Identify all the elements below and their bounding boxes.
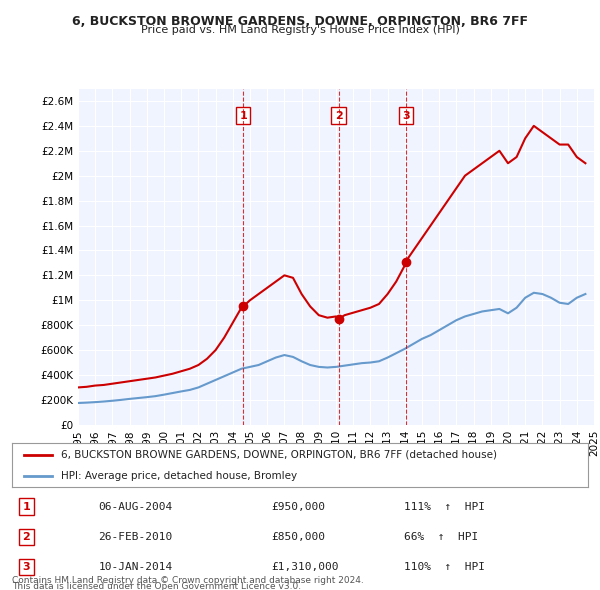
Text: £950,000: £950,000 [271,502,325,512]
Text: 3: 3 [402,111,409,121]
Text: This data is licensed under the Open Government Licence v3.0.: This data is licensed under the Open Gov… [12,582,301,590]
Text: Price paid vs. HM Land Registry's House Price Index (HPI): Price paid vs. HM Land Registry's House … [140,25,460,35]
Text: 6, BUCKSTON BROWNE GARDENS, DOWNE, ORPINGTON, BR6 7FF: 6, BUCKSTON BROWNE GARDENS, DOWNE, ORPIN… [72,15,528,28]
Text: 2: 2 [23,532,30,542]
Text: £1,310,000: £1,310,000 [271,562,338,572]
Text: £850,000: £850,000 [271,532,325,542]
Text: Contains HM Land Registry data © Crown copyright and database right 2024.: Contains HM Land Registry data © Crown c… [12,576,364,585]
Text: 111%  ↑  HPI: 111% ↑ HPI [404,502,485,512]
Text: 110%  ↑  HPI: 110% ↑ HPI [404,562,485,572]
Text: 3: 3 [23,562,30,572]
Text: 1: 1 [239,111,247,121]
Text: 6, BUCKSTON BROWNE GARDENS, DOWNE, ORPINGTON, BR6 7FF (detached house): 6, BUCKSTON BROWNE GARDENS, DOWNE, ORPIN… [61,450,497,460]
Text: 2: 2 [335,111,343,121]
Text: 66%  ↑  HPI: 66% ↑ HPI [404,532,478,542]
Text: 26-FEB-2010: 26-FEB-2010 [98,532,173,542]
Text: 10-JAN-2014: 10-JAN-2014 [98,562,173,572]
Text: HPI: Average price, detached house, Bromley: HPI: Average price, detached house, Brom… [61,471,297,481]
Text: 1: 1 [23,502,30,512]
Text: 06-AUG-2004: 06-AUG-2004 [98,502,173,512]
